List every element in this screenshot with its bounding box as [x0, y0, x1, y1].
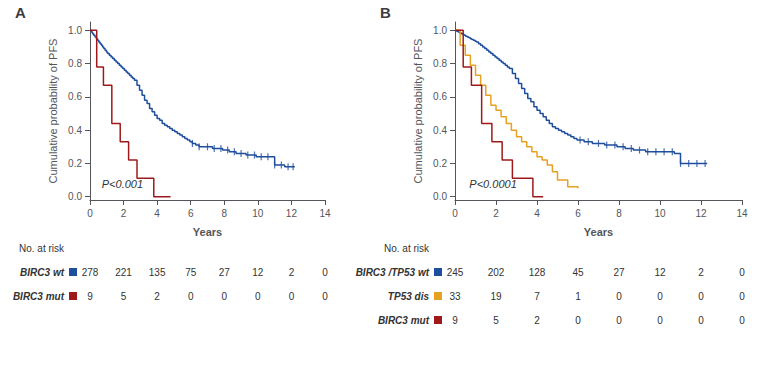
svg-text:BIRC3 mut: BIRC3 mut	[378, 315, 430, 326]
svg-text:1: 1	[575, 291, 581, 302]
svg-text:0.6: 0.6	[433, 91, 447, 102]
svg-text:0: 0	[289, 291, 295, 302]
svg-text:0.6: 0.6	[68, 91, 82, 102]
svg-text:TP53 dis: TP53 dis	[388, 291, 430, 302]
svg-text:0: 0	[698, 291, 704, 302]
svg-text:202: 202	[488, 267, 505, 278]
svg-text:Years: Years	[584, 226, 613, 238]
svg-text:0.8: 0.8	[433, 58, 447, 69]
svg-text:2: 2	[289, 267, 295, 278]
svg-text:5: 5	[493, 315, 499, 326]
svg-text:2: 2	[121, 208, 127, 219]
svg-text:0: 0	[616, 315, 622, 326]
svg-text:Years: Years	[193, 226, 222, 238]
svg-text:27: 27	[613, 267, 625, 278]
svg-text:19: 19	[490, 291, 502, 302]
svg-text:221: 221	[115, 267, 132, 278]
svg-text:10: 10	[252, 208, 264, 219]
svg-text:135: 135	[149, 267, 166, 278]
svg-text:BIRC3 mut: BIRC3 mut	[13, 291, 65, 302]
svg-text:6: 6	[575, 208, 581, 219]
svg-text:33: 33	[449, 291, 461, 302]
svg-text:12: 12	[654, 267, 666, 278]
svg-text:Cumulative probability of PFS: Cumulative probability of PFS	[47, 39, 59, 184]
svg-text:Cumulative probability of PFS: Cumulative probability of PFS	[412, 39, 424, 184]
svg-text:0: 0	[739, 291, 745, 302]
svg-text:12: 12	[252, 267, 264, 278]
svg-text:0: 0	[657, 315, 663, 326]
svg-text:12: 12	[286, 208, 298, 219]
svg-text:8: 8	[616, 208, 622, 219]
svg-text:P<0.0001: P<0.0001	[469, 178, 516, 190]
svg-text:0.2: 0.2	[433, 158, 447, 169]
svg-text:5: 5	[121, 291, 127, 302]
svg-text:0.0: 0.0	[68, 191, 82, 202]
svg-text:0: 0	[575, 315, 581, 326]
svg-text:12: 12	[695, 208, 707, 219]
svg-text:0: 0	[188, 291, 194, 302]
svg-text:14: 14	[319, 208, 331, 219]
svg-text:BIRC3 /TP53 wt: BIRC3 /TP53 wt	[356, 267, 430, 278]
svg-text:0.4: 0.4	[68, 125, 82, 136]
svg-text:0: 0	[739, 315, 745, 326]
svg-text:0.0: 0.0	[433, 191, 447, 202]
svg-text:P<0.001: P<0.001	[102, 178, 143, 190]
svg-text:0: 0	[452, 208, 458, 219]
svg-text:278: 278	[82, 267, 99, 278]
svg-text:245: 245	[447, 267, 464, 278]
svg-text:0.4: 0.4	[433, 125, 447, 136]
svg-text:2: 2	[493, 208, 499, 219]
svg-text:8: 8	[222, 208, 228, 219]
svg-text:0: 0	[616, 291, 622, 302]
svg-text:0: 0	[87, 208, 93, 219]
svg-text:A: A	[15, 4, 26, 21]
svg-text:4: 4	[154, 208, 160, 219]
svg-text:0: 0	[657, 291, 663, 302]
svg-text:10: 10	[654, 208, 666, 219]
svg-text:0: 0	[322, 291, 328, 302]
svg-text:0: 0	[739, 267, 745, 278]
svg-text:0: 0	[255, 291, 261, 302]
svg-text:128: 128	[529, 267, 546, 278]
svg-text:6: 6	[188, 208, 194, 219]
svg-text:9: 9	[87, 291, 93, 302]
svg-text:0.8: 0.8	[68, 58, 82, 69]
svg-text:7: 7	[534, 291, 540, 302]
svg-text:2: 2	[698, 267, 704, 278]
svg-text:0: 0	[222, 291, 228, 302]
svg-text:0.2: 0.2	[68, 158, 82, 169]
svg-text:BIRC3 wt: BIRC3 wt	[20, 267, 65, 278]
svg-text:2: 2	[154, 291, 160, 302]
svg-text:1.0: 1.0	[68, 25, 82, 36]
svg-text:14: 14	[736, 208, 748, 219]
svg-text:75: 75	[185, 267, 197, 278]
svg-text:45: 45	[572, 267, 584, 278]
svg-text:9: 9	[452, 315, 458, 326]
svg-text:No. at risk: No. at risk	[384, 243, 430, 254]
svg-text:27: 27	[219, 267, 231, 278]
svg-text:4: 4	[534, 208, 540, 219]
svg-text:2: 2	[534, 315, 540, 326]
svg-text:0: 0	[322, 267, 328, 278]
svg-text:1.0: 1.0	[433, 25, 447, 36]
svg-text:No. at risk: No. at risk	[19, 243, 65, 254]
svg-text:0: 0	[698, 315, 704, 326]
svg-text:B: B	[380, 4, 391, 21]
